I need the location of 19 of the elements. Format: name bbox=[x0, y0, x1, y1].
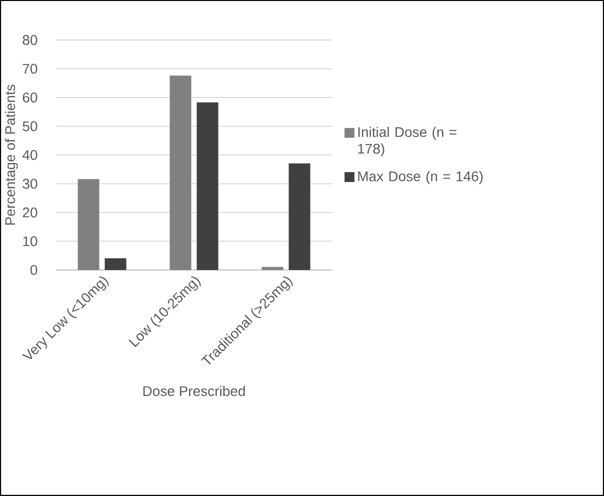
y-tick-label: 80 bbox=[22, 35, 38, 45]
y-tick-label: 10 bbox=[23, 236, 38, 246]
y-tick-label: 20 bbox=[22, 208, 38, 218]
y-tick-label: 50 bbox=[22, 121, 38, 132]
bar bbox=[104, 258, 126, 270]
y-axis-title: Percentage of Patients bbox=[4, 84, 18, 225]
bar bbox=[170, 76, 192, 270]
x-axis-title: Dose Prescribed bbox=[143, 386, 245, 396]
y-tick-label: 30 bbox=[22, 178, 38, 189]
bar bbox=[288, 163, 310, 270]
legend-label: Initial Dose (n = 178) bbox=[358, 126, 456, 156]
y-tick-label: 0 bbox=[30, 265, 38, 275]
bar bbox=[78, 179, 100, 270]
y-tick-label: 40 bbox=[22, 150, 38, 160]
y-tick-label: 60 bbox=[22, 92, 38, 102]
bar bbox=[262, 266, 284, 270]
y-tick-label: 70 bbox=[22, 64, 38, 74]
bar bbox=[196, 102, 218, 270]
legend-label: Max Dose (n = 146) bbox=[358, 170, 483, 184]
